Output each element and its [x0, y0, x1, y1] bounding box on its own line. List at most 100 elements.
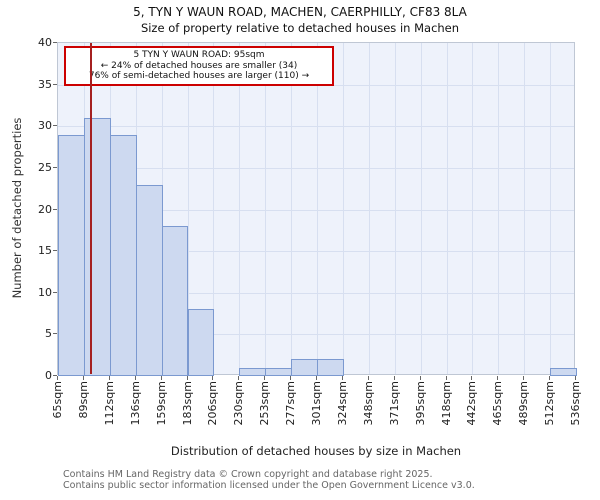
- y-tick-mark: [53, 83, 57, 85]
- x-tick-label: 324sqm: [335, 381, 349, 426]
- y-tick-label: 20: [38, 202, 52, 216]
- x-tick-label: 206sqm: [206, 381, 220, 426]
- histogram-bar: [550, 367, 577, 376]
- plot-area: [57, 42, 577, 376]
- chart-title: 5, TYN Y WAUN ROAD, MACHEN, CAERPHILLY, …: [133, 5, 467, 19]
- x-tick-mark: [290, 376, 292, 380]
- gridline-horizontal: [58, 334, 574, 336]
- gridline-horizontal: [58, 251, 574, 253]
- gridline-vertical: [213, 43, 215, 374]
- histogram-bar: [109, 134, 137, 376]
- x-tick-label: 348sqm: [361, 381, 375, 426]
- x-tick-label: 136sqm: [128, 381, 142, 426]
- y-tick-label: 25: [38, 160, 52, 174]
- property-marker-line: [89, 43, 92, 374]
- gridline-vertical: [394, 43, 396, 374]
- histogram-bar: [187, 309, 215, 376]
- gridline-vertical: [524, 43, 526, 374]
- x-tick-mark: [419, 376, 421, 380]
- y-tick-mark: [53, 42, 57, 43]
- y-tick-mark: [53, 250, 57, 252]
- x-tick-label: 418sqm: [439, 381, 453, 426]
- gridline-vertical: [368, 43, 370, 374]
- x-tick-label: 536sqm: [569, 381, 582, 426]
- y-tick-label: 30: [38, 119, 52, 133]
- y-tick-mark: [53, 291, 57, 293]
- gridline-horizontal: [58, 292, 574, 294]
- y-tick-mark: [53, 375, 57, 376]
- annotation-smaller-line: ← 24% of detached houses are smaller (34…: [100, 60, 298, 71]
- x-tick-mark: [238, 376, 240, 380]
- x-tick-mark: [445, 376, 447, 380]
- gridline-vertical: [187, 43, 189, 374]
- x-tick-label: 230sqm: [232, 381, 246, 426]
- gridline-horizontal: [58, 209, 574, 211]
- gridline-vertical: [265, 43, 267, 374]
- x-tick-mark: [471, 376, 473, 380]
- x-tick-mark: [82, 376, 84, 380]
- x-tick-mark: [108, 376, 110, 380]
- gridline-vertical: [550, 43, 552, 374]
- y-tick-label: 5: [45, 327, 52, 341]
- y-tick-mark: [53, 166, 57, 168]
- x-tick-mark: [393, 376, 395, 380]
- gridline-horizontal: [58, 126, 574, 128]
- gridline-vertical: [498, 43, 500, 374]
- x-tick-label: 112sqm: [102, 381, 116, 426]
- gridline-vertical: [472, 43, 474, 374]
- histogram-bar: [265, 367, 293, 376]
- annotation-property-line: 5 TYN Y WAUN ROAD: 95sqm: [133, 50, 265, 60]
- gridline-vertical: [342, 43, 344, 374]
- x-tick-mark: [341, 376, 343, 380]
- x-tick-label: 159sqm: [154, 381, 168, 426]
- gridline-vertical: [446, 43, 448, 374]
- x-tick-label: 371sqm: [387, 381, 401, 426]
- x-tick-label: 395sqm: [413, 381, 427, 426]
- y-tick-mark: [53, 125, 57, 127]
- histogram-bar: [317, 359, 344, 376]
- x-tick-mark: [134, 376, 136, 380]
- x-tick-label: 89sqm: [76, 381, 90, 419]
- y-tick-label: 35: [38, 77, 52, 91]
- y-tick-label: 0: [45, 369, 52, 382]
- x-tick-label: 489sqm: [517, 381, 531, 426]
- gridline-vertical: [420, 43, 422, 374]
- x-tick-mark: [160, 376, 162, 380]
- x-tick-mark: [212, 376, 214, 380]
- x-tick-label: 301sqm: [310, 381, 323, 426]
- y-tick-mark: [53, 333, 57, 335]
- y-tick-label: 40: [38, 36, 52, 49]
- annotation-box: 5 TYN Y WAUN ROAD: 95sqm ← 24% of detach…: [64, 46, 334, 86]
- x-tick-mark: [497, 376, 499, 380]
- histogram-bar: [58, 134, 85, 376]
- x-tick-mark: [316, 376, 317, 380]
- footer-licence: Contains public sector information licen…: [63, 480, 475, 491]
- x-tick-mark: [367, 376, 369, 380]
- histogram-bar: [161, 226, 189, 376]
- x-tick-label: 512sqm: [543, 381, 557, 426]
- histogram-bar: [239, 367, 267, 376]
- x-tick-label: 65sqm: [51, 381, 64, 419]
- footer-copyright: Contains HM Land Registry data © Crown c…: [63, 469, 433, 480]
- x-tick-mark: [186, 376, 188, 380]
- x-tick-mark: [57, 376, 58, 380]
- x-tick-mark: [575, 376, 576, 380]
- gridline-vertical: [239, 43, 241, 374]
- chart-subtitle: Size of property relative to detached ho…: [140, 21, 460, 35]
- gridline-vertical: [317, 43, 318, 374]
- y-tick-mark: [53, 208, 57, 210]
- x-tick-label: 253sqm: [258, 381, 272, 426]
- x-tick-mark: [264, 376, 266, 380]
- histogram-bar: [83, 117, 111, 376]
- x-tick-mark: [549, 376, 551, 380]
- histogram-bar: [291, 359, 318, 376]
- x-tick-mark: [523, 376, 525, 380]
- y-tick-label: 10: [38, 285, 52, 299]
- x-tick-label: 183sqm: [180, 381, 194, 426]
- x-axis-title: Distribution of detached houses by size …: [170, 444, 462, 458]
- annotation-larger-line: 76% of semi-detached houses are larger (…: [88, 71, 310, 81]
- x-tick-label: 442sqm: [465, 381, 479, 426]
- gridline-horizontal: [58, 167, 574, 169]
- y-tick-label: 15: [38, 244, 52, 258]
